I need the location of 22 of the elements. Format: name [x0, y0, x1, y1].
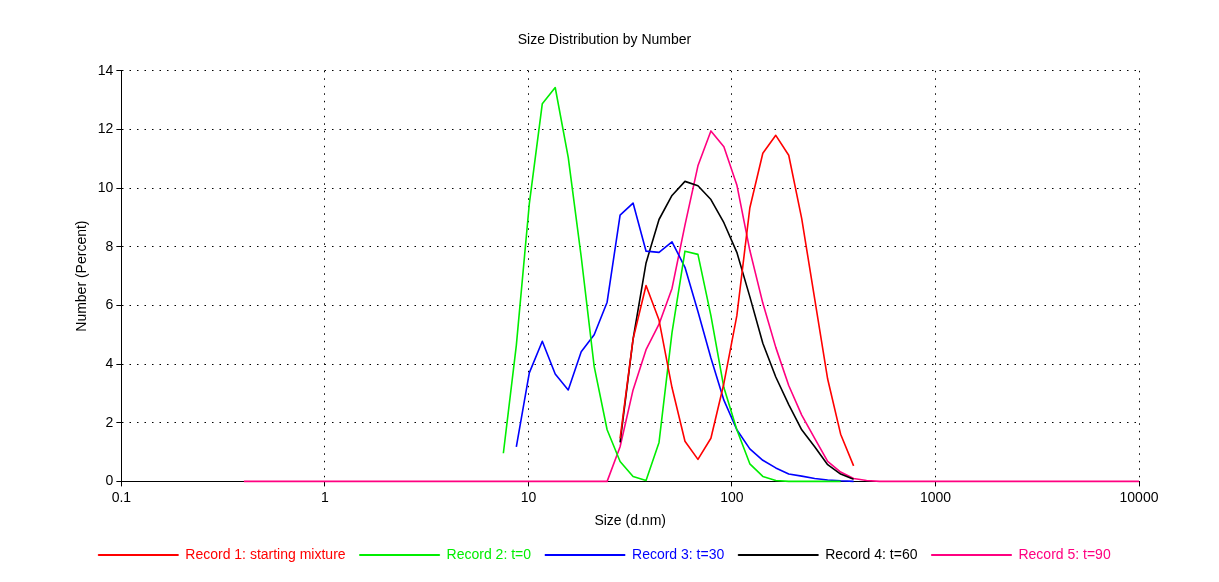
text: Record 4: t=60: [825, 545, 918, 562]
text: Record 5: t=90: [1018, 545, 1111, 562]
x-tick-label: 10: [520, 488, 537, 505]
x-tick-label: 100: [720, 488, 744, 505]
y-tick-label: 8: [105, 237, 114, 254]
text: Record 3: t=30: [632, 545, 725, 562]
y-tick-label: 0: [105, 472, 114, 489]
x-tick-label: 0.1: [111, 488, 132, 505]
y-tick-label: 4: [105, 354, 114, 371]
text: Record 2: t=0: [446, 545, 532, 562]
x-tick-label: 1: [321, 488, 329, 505]
y-tick-label: 10: [97, 178, 114, 195]
y-tick-label: 2: [105, 413, 114, 430]
y-tick-label: 12: [97, 120, 114, 137]
x-axis-title: Size (d.nm): [594, 512, 666, 529]
chart-title: Size Distribution by Number: [517, 31, 692, 48]
x-tick-label: 1000: [919, 488, 952, 505]
y-axis-title: Number (Percent): [73, 220, 90, 332]
y-tick-label: 14: [97, 61, 114, 78]
y-tick-label: 6: [105, 296, 114, 313]
x-tick-label: 10000: [1119, 488, 1159, 505]
text: Record 1: starting mixture: [185, 545, 346, 562]
